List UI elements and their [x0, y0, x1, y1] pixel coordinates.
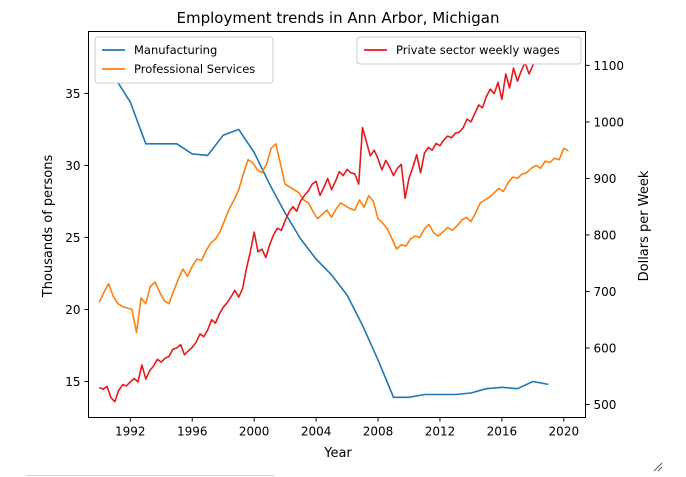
legend-box — [94, 36, 274, 84]
legend-box — [356, 36, 582, 65]
x-tick-label: 2000 — [239, 425, 270, 439]
y-right-tick-label: 800 — [594, 228, 617, 242]
y-left-tick-label: 25 — [65, 231, 80, 245]
legend-label-manufacturing: Manufacturing — [134, 43, 217, 57]
y-axis-left-label: Thousands of persons — [41, 155, 56, 299]
plot-area — [88, 31, 586, 418]
x-tick-label: 2020 — [549, 425, 580, 439]
legend-left: Manufacturing Professional Services — [94, 36, 274, 84]
legend-right: Private sector weekly wages — [356, 36, 582, 65]
legend-label-professional-services: Professional Services — [134, 62, 255, 76]
y-right-tick-label: 500 — [594, 398, 617, 412]
y-left-tick-label: 35 — [65, 87, 80, 101]
y-axis-right-label: Dollars per Week — [637, 170, 652, 281]
x-axis-label: Year — [323, 446, 352, 461]
y-axis-right: 500 600 700 800 900 1000 1100 — [585, 59, 625, 412]
y-left-tick-label: 15 — [65, 375, 80, 389]
x-axis: 1992 1996 2000 2004 2008 2012 2016 2020 — [115, 417, 580, 439]
x-tick-label: 1992 — [115, 425, 146, 439]
x-tick-label: 1996 — [177, 425, 208, 439]
y-left-tick-label: 20 — [65, 303, 80, 317]
series-line-professional-services — [98, 143, 569, 334]
series-line-manufacturing — [98, 55, 549, 399]
series-layer — [98, 37, 569, 403]
chart-title: Employment trends in Ann Arbor, Michigan — [177, 9, 500, 27]
y-right-tick-label: 1100 — [594, 59, 625, 73]
resize-grip-icon[interactable] — [653, 462, 663, 472]
y-left-tick-label: 30 — [65, 159, 80, 173]
y-right-tick-label: 900 — [594, 172, 617, 186]
y-right-tick-label: 700 — [594, 285, 617, 299]
x-tick-label: 2008 — [363, 425, 394, 439]
legend-label-private-sector-weekly-wages: Private sector weekly wages — [396, 43, 560, 57]
y-right-tick-label: 1000 — [594, 115, 625, 129]
x-tick-label: 2016 — [487, 425, 518, 439]
series-line-private-sector-weekly-wages — [98, 37, 553, 403]
divider — [26, 475, 274, 476]
x-tick-label: 2012 — [425, 425, 456, 439]
plot-frame — [88, 31, 586, 418]
y-right-tick-label: 600 — [594, 341, 617, 355]
y-axis-left: 15 20 25 30 35 — [65, 87, 89, 389]
x-tick-label: 2004 — [301, 425, 332, 439]
